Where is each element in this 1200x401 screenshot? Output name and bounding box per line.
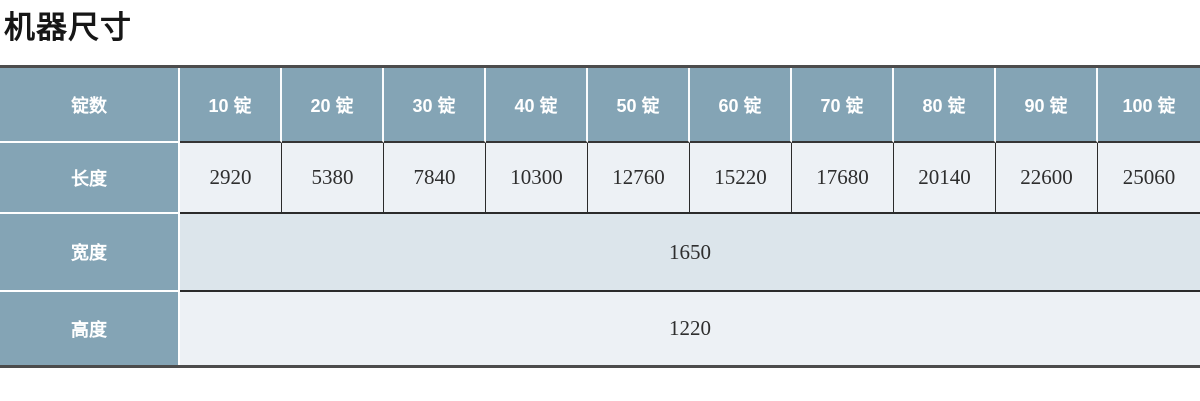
length-value-40: 10300 — [486, 143, 588, 214]
length-row: 长度 2920 5380 7840 10300 12760 15220 1768… — [0, 143, 1200, 214]
column-header-50: 50 锭 — [588, 68, 690, 143]
header-row: 锭数 10 锭 20 锭 30 锭 40 锭 50 锭 60 锭 70 锭 80… — [0, 68, 1200, 143]
column-header-60: 60 锭 — [690, 68, 792, 143]
length-value-60: 15220 — [690, 143, 792, 214]
dimensions-table: 锭数 10 锭 20 锭 30 锭 40 锭 50 锭 60 锭 70 锭 80… — [0, 65, 1200, 368]
column-header-90: 90 锭 — [996, 68, 1098, 143]
page-title: 机器尺寸 — [4, 10, 132, 45]
column-header-40: 40 锭 — [486, 68, 588, 143]
length-value-100: 25060 — [1098, 143, 1200, 214]
length-value-50: 12760 — [588, 143, 690, 214]
row-label-spindle-count: 锭数 — [0, 68, 180, 143]
column-header-20: 20 锭 — [282, 68, 384, 143]
column-header-10: 10 锭 — [180, 68, 282, 143]
length-value-70: 17680 — [792, 143, 894, 214]
column-header-100: 100 锭 — [1098, 68, 1200, 143]
row-label-height: 高度 — [0, 292, 180, 365]
length-value-80: 20140 — [894, 143, 996, 214]
column-header-30: 30 锭 — [384, 68, 486, 143]
height-row: 高度 1220 — [0, 292, 1200, 365]
height-value: 1220 — [180, 292, 1200, 365]
width-row: 宽度 1650 — [0, 214, 1200, 292]
length-value-30: 7840 — [384, 143, 486, 214]
column-header-80: 80 锭 — [894, 68, 996, 143]
length-value-10: 2920 — [180, 143, 282, 214]
column-header-70: 70 锭 — [792, 68, 894, 143]
row-label-width: 宽度 — [0, 214, 180, 292]
length-value-20: 5380 — [282, 143, 384, 214]
length-value-90: 22600 — [996, 143, 1098, 214]
row-label-length: 长度 — [0, 143, 180, 214]
width-value: 1650 — [180, 214, 1200, 292]
